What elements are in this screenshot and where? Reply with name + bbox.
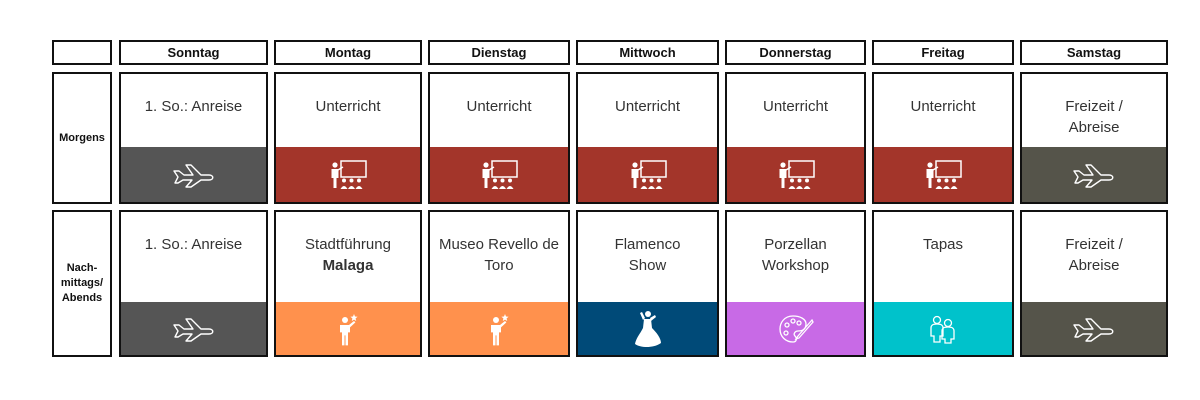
activity-title: Porzellan (764, 236, 827, 253)
activity-cell: 1. So.: Anreise (119, 210, 268, 357)
activity-text: Unterricht (276, 96, 420, 117)
activity-color-band (727, 147, 864, 202)
day-header-saturday: Samstag (1020, 40, 1168, 65)
activity-subtitle: Toro (484, 257, 514, 274)
activity-cell: Freizeit / Abreise (1020, 72, 1168, 204)
activity-cell: Museo Revello de Toro (428, 210, 570, 357)
activity-cell: Freizeit / Abreise (1020, 210, 1168, 357)
airplane-icon (1071, 316, 1117, 342)
activity-text: 1. So.: Anreise (121, 96, 266, 117)
activity-title: Freizeit / (1065, 98, 1123, 115)
activity-color-band (121, 302, 266, 355)
airplane-icon (171, 162, 217, 188)
activity-text: Unterricht (578, 96, 717, 117)
activity-color-band (276, 302, 420, 355)
activity-cell: Tapas (872, 210, 1014, 357)
row-label-nachmittags: Nach- mittags/ Abends (52, 210, 112, 357)
activity-cell: Unterricht (274, 72, 422, 204)
corner-cell (52, 40, 112, 65)
activity-text: Museo Revello de Toro (430, 234, 568, 276)
people-group-icon (928, 314, 958, 344)
day-header-wednesday: Mittwoch (576, 40, 719, 65)
activity-color-band (874, 147, 1012, 202)
activity-subtitle: Abreise (1068, 257, 1120, 274)
activity-color-band (276, 147, 420, 202)
activity-cell: Unterricht (576, 72, 719, 204)
row-label-morgens-text: Morgens (59, 131, 105, 144)
day-header-monday: Montag (274, 40, 422, 65)
activity-text: Stadtführung Malaga (276, 234, 420, 276)
activity-text: Freizeit / Abreise (1022, 96, 1166, 138)
tour-guide-icon (485, 312, 513, 346)
activity-title: 1. So.: Anreise (144, 98, 243, 115)
activity-color-band (1022, 302, 1166, 355)
activity-title: Unterricht (466, 98, 532, 115)
activity-text: 1. So.: Anreise (121, 234, 266, 255)
day-header-tuesday: Dienstag (428, 40, 570, 65)
activity-text: Unterricht (874, 96, 1012, 117)
activity-subtitle: Show (628, 257, 667, 274)
day-header-thursday: Donnerstag (725, 40, 866, 65)
activity-cell: Flamenco Show (576, 210, 719, 357)
activity-cell: Porzellan Workshop (725, 210, 866, 357)
activity-text: Porzellan Workshop (727, 234, 864, 276)
activity-title: Unterricht (910, 98, 976, 115)
activity-title: Museo Revello de (438, 236, 560, 253)
row-label-nachmittags-text: Nach- mittags/ Abends (60, 262, 104, 304)
teacher-class-icon (480, 159, 518, 190)
activity-title: Unterricht (315, 98, 381, 115)
activity-color-band (1022, 147, 1166, 202)
activity-cell: Unterricht (725, 72, 866, 204)
paint-palette-icon (778, 314, 814, 344)
airplane-icon (1071, 162, 1117, 188)
activity-cell: Stadtführung Malaga (274, 210, 422, 357)
day-header-friday: Freitag (872, 40, 1014, 65)
airplane-icon (171, 316, 217, 342)
activity-title: 1. So.: Anreise (144, 236, 243, 253)
teacher-class-icon (924, 159, 962, 190)
activity-color-band (430, 302, 568, 355)
day-header-sunday: Sonntag (119, 40, 268, 65)
activity-text: Freizeit / Abreise (1022, 234, 1166, 276)
activity-text: Unterricht (430, 96, 568, 117)
flamenco-dancer-icon (633, 309, 663, 349)
activity-text: Unterricht (727, 96, 864, 117)
activity-title: Unterricht (614, 98, 681, 115)
activity-text: Tapas (874, 234, 1012, 255)
activity-cell: 1. So.: Anreise (119, 72, 268, 204)
activity-text: Flamenco Show (578, 234, 717, 276)
activity-color-band (874, 302, 1012, 355)
row-label-morgens: Morgens (52, 72, 112, 204)
activity-color-band (121, 147, 266, 202)
activity-cell: Unterricht (872, 72, 1014, 204)
teacher-class-icon (329, 159, 367, 190)
activity-color-band (578, 147, 717, 202)
activity-title: Tapas (922, 236, 964, 253)
activity-subtitle: Workshop (761, 257, 830, 274)
activity-color-band (430, 147, 568, 202)
activity-cell: Unterricht (428, 72, 570, 204)
activity-subtitle: Abreise (1068, 119, 1120, 136)
activity-title: Stadtführung (305, 236, 391, 253)
activity-color-band (727, 302, 864, 355)
activity-subtitle: Malaga (322, 257, 374, 274)
activity-title: Flamenco (614, 236, 681, 253)
teacher-class-icon (777, 159, 815, 190)
teacher-class-icon (629, 159, 667, 190)
activity-title: Unterricht (762, 98, 829, 115)
activity-color-band (578, 302, 717, 355)
tour-guide-icon (334, 312, 362, 346)
activity-title: Freizeit / (1065, 236, 1123, 253)
